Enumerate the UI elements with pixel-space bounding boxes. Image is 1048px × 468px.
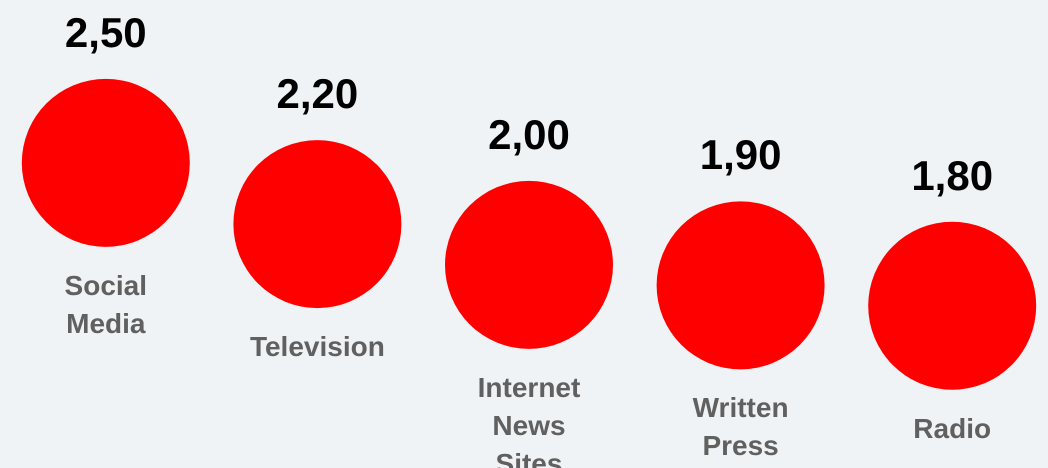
category-label: Social Media: [64, 269, 148, 339]
category-label: Written Press: [692, 392, 789, 462]
value-label: 1,80: [911, 151, 994, 199]
value-label: 1,90: [699, 131, 782, 179]
category-label: Radio: [913, 412, 992, 444]
dot: [868, 221, 1037, 390]
dot: [21, 78, 190, 247]
dot: [445, 180, 613, 349]
dot: [656, 201, 825, 370]
value-label: 2,50: [64, 8, 147, 56]
category-label: Television: [249, 331, 385, 363]
value-label: 2,00: [488, 110, 570, 158]
dot: [233, 140, 402, 309]
value-label: 2,20: [276, 70, 359, 118]
category-label: Internet News Sites: [477, 371, 581, 468]
